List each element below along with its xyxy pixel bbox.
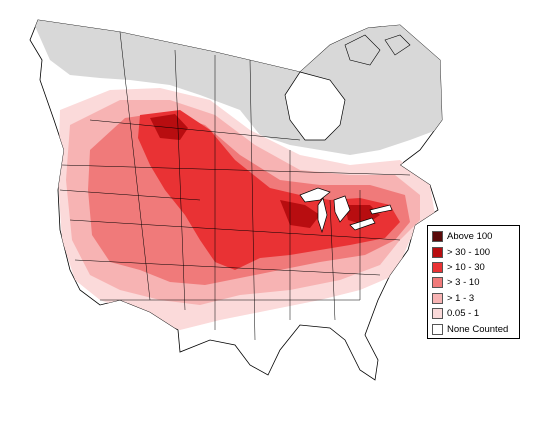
legend-item: > 1 - 3 <box>432 291 516 306</box>
legend-swatch <box>432 292 443 304</box>
legend-label: > 30 - 100 <box>447 246 491 258</box>
legend-label: > 10 - 30 <box>447 261 485 273</box>
no-data-region <box>30 20 442 155</box>
legend-label: > 1 - 3 <box>447 292 475 304</box>
legend-item: > 10 - 30 <box>432 260 516 275</box>
legend-item: > 3 - 10 <box>432 275 516 290</box>
legend-swatch <box>432 246 443 258</box>
legend-item: Above 100 <box>432 229 516 244</box>
legend-swatch <box>432 323 443 335</box>
legend-item: None Counted <box>432 321 516 336</box>
abundance-10-30 <box>138 110 400 270</box>
hudson-bay <box>284 71 346 141</box>
political-borders <box>59 31 411 341</box>
legend-label: None Counted <box>447 323 509 335</box>
legend-swatch <box>432 308 443 320</box>
legend-item: 0.05 - 1 <box>432 306 516 321</box>
legend-label: 0.05 - 1 <box>447 308 480 320</box>
map-legend: Above 100 > 30 - 100 > 10 - 30 > 3 - 10 … <box>427 225 520 339</box>
legend-swatch <box>432 231 443 243</box>
legend-label: > 3 - 10 <box>447 277 480 289</box>
legend-swatch <box>432 277 443 289</box>
legend-swatch <box>432 261 443 273</box>
abundance-30-100 <box>150 114 380 228</box>
legend-label: Above 100 <box>447 231 493 243</box>
arctic-islands <box>344 34 411 66</box>
great-lakes <box>299 187 393 234</box>
legend-item: > 30 - 100 <box>432 244 516 259</box>
